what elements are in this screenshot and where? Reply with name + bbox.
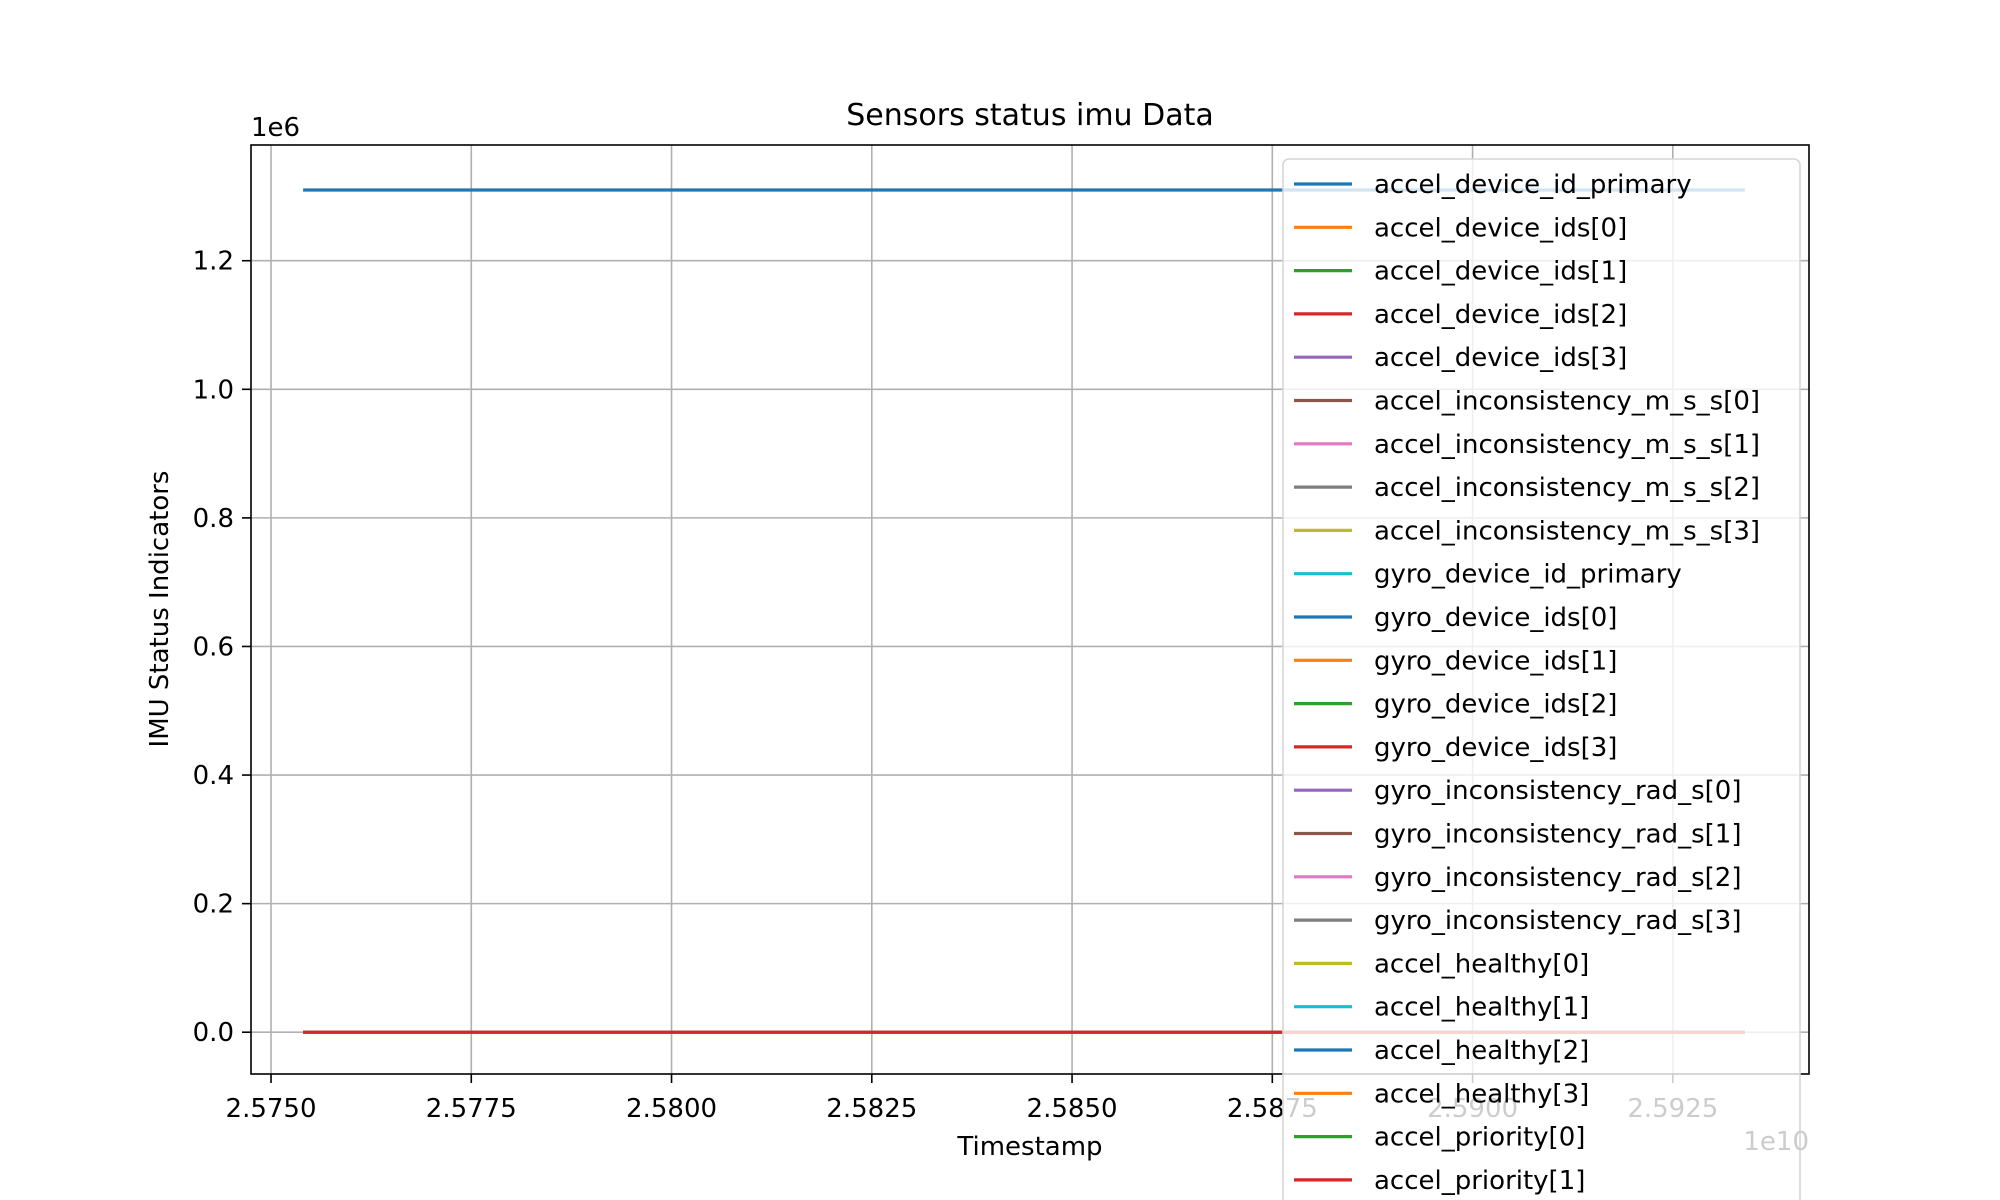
y-axis: 0.0 0.2 0.4 0.6 0.8 1.0 1.2 bbox=[193, 247, 251, 1048]
legend-label: accel_device_ids[1] bbox=[1374, 257, 1627, 287]
legend-label: accel_device_ids[2] bbox=[1374, 300, 1627, 330]
legend-label: accel_healthy[3] bbox=[1374, 1079, 1589, 1109]
legend-label: accel_inconsistency_m_s_s[0] bbox=[1374, 387, 1760, 417]
x-tick-label: 2.5850 bbox=[1027, 1094, 1118, 1124]
legend: accel_device_id_primary accel_device_ids[… bbox=[1282, 158, 1801, 1200]
legend-label: accel_healthy[0] bbox=[1374, 949, 1589, 979]
y-tick-label: 0.0 bbox=[193, 1018, 234, 1048]
y-tick-label: 0.8 bbox=[193, 504, 234, 534]
y-offset-label: 1e6 bbox=[251, 113, 300, 143]
legend-label: gyro_device_ids[3] bbox=[1374, 733, 1617, 763]
legend-label: gyro_inconsistency_rad_s[2] bbox=[1374, 863, 1741, 893]
x-axis-label: Timestamp bbox=[956, 1132, 1102, 1162]
legend-label: gyro_device_ids[2] bbox=[1374, 690, 1617, 720]
y-tick-label: 1.0 bbox=[193, 375, 234, 405]
legend-label: gyro_inconsistency_rad_s[0] bbox=[1374, 776, 1741, 806]
y-tick-label: 0.4 bbox=[193, 761, 234, 791]
x-tick-label: 2.5800 bbox=[626, 1094, 717, 1124]
legend-label: accel_healthy[1] bbox=[1374, 993, 1589, 1023]
legend-box bbox=[1282, 158, 1801, 1200]
y-tick-label: 0.2 bbox=[193, 890, 234, 920]
y-axis-label: IMU Status Indicators bbox=[145, 471, 175, 748]
legend-label: accel_device_ids[0] bbox=[1374, 213, 1627, 243]
y-tick-label: 1.2 bbox=[193, 247, 234, 277]
plot-frame bbox=[250, 144, 1810, 1075]
x-offset-label: 1e10 bbox=[1743, 1127, 1809, 1157]
legend-label: accel_device_id_primary bbox=[1374, 170, 1692, 200]
x-tick-label: 2.5775 bbox=[426, 1094, 517, 1124]
x-tick-label: 2.5825 bbox=[826, 1094, 917, 1124]
legend-label: accel_healthy[2] bbox=[1374, 1036, 1589, 1066]
legend-label: accel_priority[0] bbox=[1374, 1123, 1585, 1153]
legend-label: accel_inconsistency_m_s_s[3] bbox=[1374, 516, 1760, 546]
legend-label: accel_inconsistency_m_s_s[1] bbox=[1374, 430, 1760, 460]
chart-title: Sensors status imu Data bbox=[846, 98, 1213, 133]
legend-label: gyro_inconsistency_rad_s[3] bbox=[1374, 906, 1741, 936]
x-tick-label: 2.5750 bbox=[226, 1094, 317, 1124]
legend-label: accel_priority[1] bbox=[1374, 1166, 1585, 1196]
y-tick-label: 0.6 bbox=[193, 632, 234, 662]
legend-label: gyro_device_id_primary bbox=[1374, 560, 1682, 590]
legend-label: accel_device_ids[3] bbox=[1374, 343, 1627, 373]
legend-label: accel_inconsistency_m_s_s[2] bbox=[1374, 473, 1760, 503]
legend-label: gyro_device_ids[0] bbox=[1374, 603, 1617, 633]
legend-label: gyro_inconsistency_rad_s[1] bbox=[1374, 820, 1741, 850]
legend-label: gyro_device_ids[1] bbox=[1374, 646, 1617, 676]
